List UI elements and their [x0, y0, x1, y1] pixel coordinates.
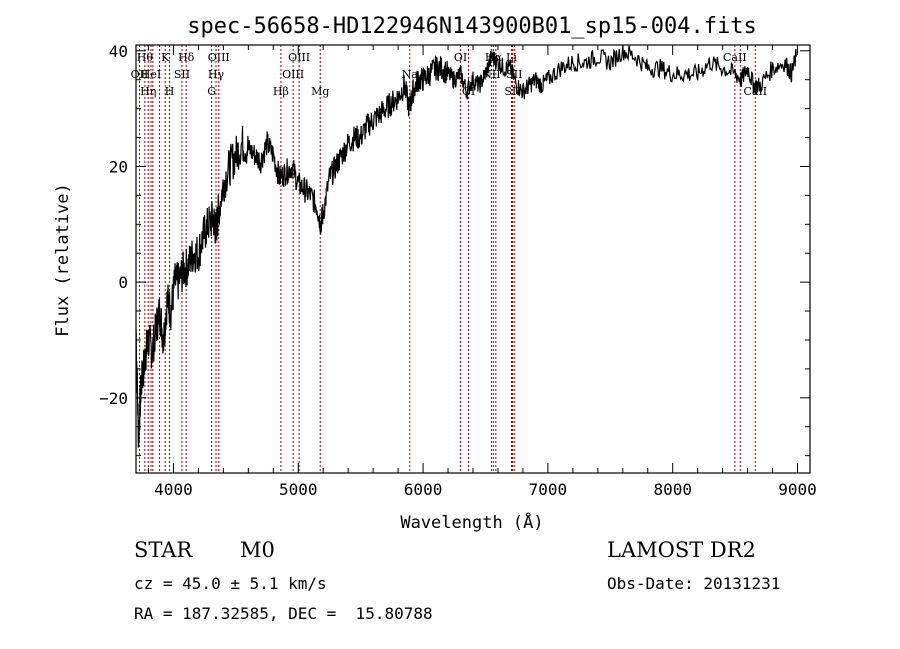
line-label: K — [161, 51, 170, 64]
spectral-line-markers — [138, 45, 756, 473]
line-label: Li — [506, 51, 517, 64]
line-label: Mg — [311, 85, 329, 98]
observation-date: Obs-Date: 20131231 — [607, 574, 781, 593]
y-tick-label: −20 — [99, 389, 128, 408]
line-label: Hδ — [178, 51, 195, 64]
line-label: Hβ — [273, 85, 289, 98]
x-tick-label: 5000 — [279, 480, 318, 499]
object-type: STAR — [134, 538, 193, 562]
y-tick-label: 20 — [109, 157, 128, 176]
y-axis-ticks: −20 0 20 40 — [99, 42, 810, 457]
redshift-velocity: cz = 45.0 ± 5.1 km/s — [134, 574, 327, 593]
x-tick-label: 4000 — [154, 480, 193, 499]
chart-title: spec-56658-HD122946N143900B01_sp15-004.f… — [187, 14, 757, 39]
line-label: Hθ — [137, 51, 154, 64]
spectral-subclass: M0 — [240, 538, 275, 562]
line-label: H — [165, 85, 175, 98]
line-label: OIII — [208, 51, 230, 64]
x-tick-label: 6000 — [404, 480, 443, 499]
line-label: HeI — [141, 68, 161, 81]
x-axis-label: Wavelength (Å) — [400, 511, 543, 533]
line-label: G — [207, 85, 216, 98]
line-label: OI — [454, 51, 467, 64]
line-label: SII — [174, 68, 190, 81]
spectrum-line — [135, 44, 797, 448]
line-label: OII — [131, 68, 149, 81]
x-tick-label: 9000 — [778, 480, 817, 499]
line-label: Hγ — [208, 68, 225, 81]
y-axis-label: Flux (relative) — [53, 183, 73, 337]
line-label: CaII — [723, 51, 747, 64]
y-tick-label: 0 — [118, 273, 128, 292]
line-label: Hη — [140, 85, 156, 98]
line-label: OIII — [288, 51, 310, 64]
x-axis-ticks: 4000 5000 6000 7000 8000 9000 — [147, 45, 817, 499]
survey-name: LAMOST DR2 — [607, 538, 756, 562]
x-tick-label: 7000 — [529, 480, 568, 499]
line-label: Na — [402, 68, 419, 81]
x-tick-label: 8000 — [653, 480, 692, 499]
y-tick-label: 40 — [109, 42, 128, 61]
coordinates: RA = 187.32585, DEC = 15.80788 — [134, 604, 433, 623]
plot-frame — [135, 44, 811, 474]
line-label: OIII — [282, 68, 304, 81]
